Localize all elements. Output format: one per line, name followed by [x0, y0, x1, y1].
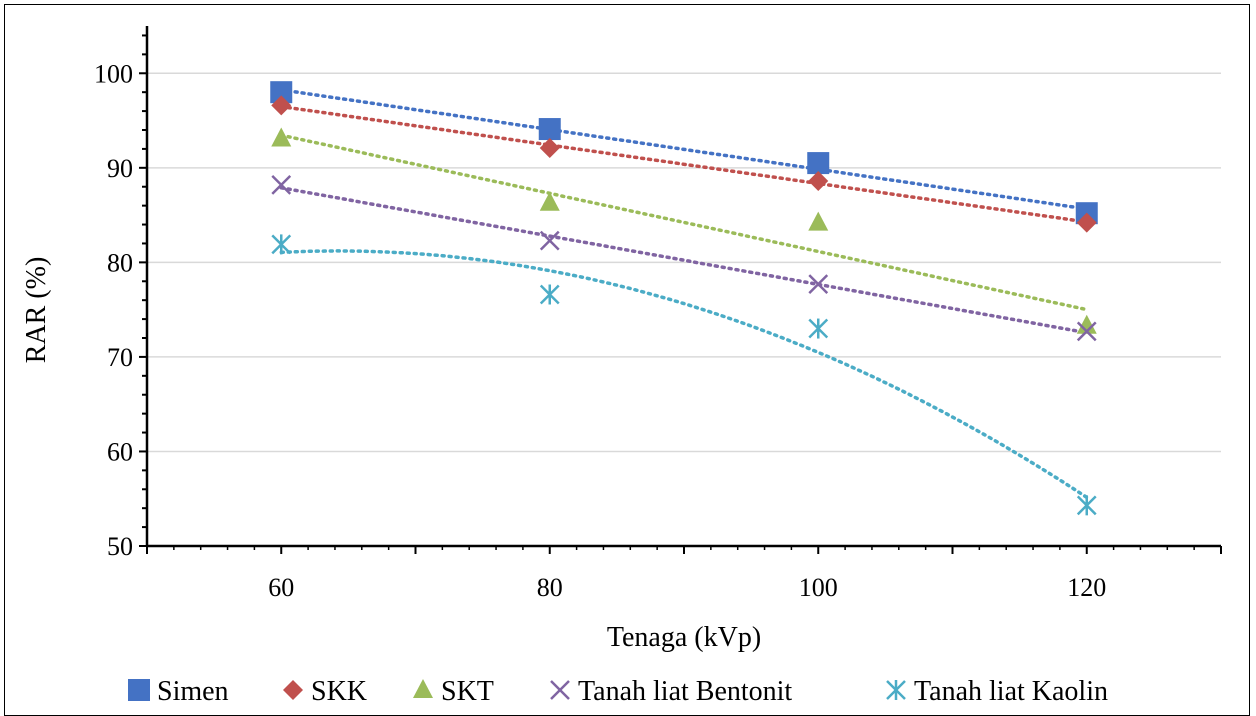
legend-label-0: Simen: [157, 676, 229, 707]
legend-marker-3: [550, 680, 570, 700]
y-tick-label-80: 80: [107, 248, 133, 277]
point-s0-100: [807, 152, 830, 175]
chart-frame: [4, 4, 1250, 716]
point-s2-120: [1076, 314, 1097, 334]
point-s2-60: [271, 127, 292, 147]
legend-label-2: SKT: [441, 676, 494, 707]
y-axis-title: RAR (%): [21, 257, 52, 364]
legend-marker-2: [413, 679, 433, 698]
point-s4-100: [808, 318, 829, 339]
point-s2-80: [539, 191, 560, 211]
gridlines: [147, 72, 1221, 453]
point-s0-80: [538, 118, 561, 141]
point-s4-120: [1076, 495, 1097, 516]
x-tick-label-80: 80: [537, 573, 563, 602]
legend-label-3: Tanah liat Bentonit: [578, 676, 792, 707]
data-points: [270, 81, 1098, 516]
x-tick-label-100: 100: [799, 573, 838, 602]
y-tick-label-90: 90: [107, 154, 133, 183]
legend-label-1: SKK: [311, 676, 367, 707]
axes: 50 60 70 80 90 100 60 80 100 120: [94, 26, 1222, 602]
x-tick-label-60: 60: [268, 573, 294, 602]
point-s2-100: [808, 211, 829, 231]
point-s4-60: [271, 234, 292, 255]
y-tick-label-60: 60: [107, 437, 133, 466]
legend-marker-0: [128, 679, 150, 701]
y-tick-label-50: 50: [107, 532, 133, 561]
point-s1-80: [539, 137, 560, 158]
y-tick-label-100: 100: [94, 59, 133, 88]
point-s1-100: [808, 171, 829, 192]
legend: Simen SKK SKT Tanah liat Bentonit Tanah liat…: [128, 676, 1108, 707]
point-s3-60: [271, 174, 292, 195]
point-s0-60: [270, 81, 293, 104]
point-s1-120: [1076, 212, 1097, 233]
point-s3-120: [1076, 321, 1097, 342]
trendline-3: [279, 186, 1089, 335]
x-tick-label-120: 120: [1067, 573, 1106, 602]
point-s3-80: [539, 230, 560, 251]
legend-label-4: Tanah liat Kaolin: [914, 676, 1108, 707]
trendlines: [279, 88, 1089, 500]
trendline-4: [279, 249, 1089, 500]
trendline-2: [279, 133, 1089, 312]
point-s4-80: [539, 284, 560, 305]
point-s3-100: [808, 274, 829, 294]
trendline-0: [279, 88, 1089, 211]
y-tick-label-70: 70: [107, 343, 133, 372]
point-s1-60: [271, 95, 292, 116]
legend-marker-4: [886, 680, 906, 700]
legend-marker-1: [283, 680, 303, 700]
trendline-1: [279, 104, 1089, 224]
x-axis-title: Tenaga (kVp): [607, 622, 761, 653]
